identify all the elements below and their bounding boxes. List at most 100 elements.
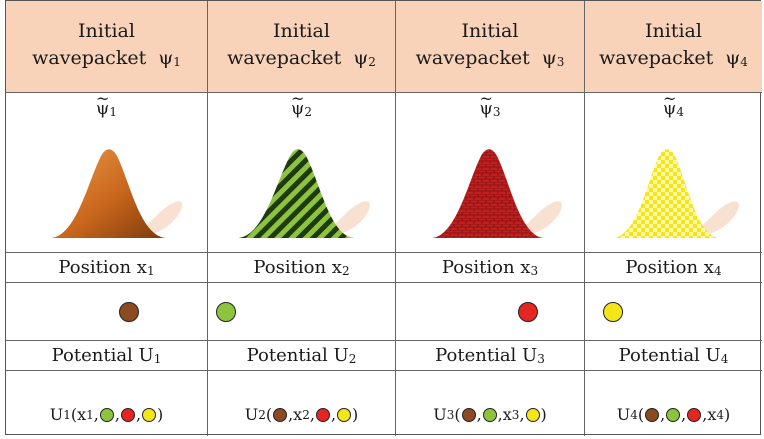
wavepacket-table: Initial wavepacket ψ1 Initial wavepacket… <box>5 0 762 436</box>
yellow-dot-icon <box>525 407 540 422</box>
formula-variable-subscript: 1 <box>86 407 94 422</box>
header-cell-3: Initial wavepacket ψ3 <box>396 1 585 93</box>
brown-dot-icon <box>273 407 288 422</box>
wavepacket-curve-2 <box>238 149 371 238</box>
formula-variable-subscript: 3 <box>511 407 520 422</box>
tilde-psi-symbol: ψ <box>480 89 494 119</box>
formula-prefix: U <box>616 405 631 424</box>
gaussian-shape <box>432 149 544 238</box>
formula-comma: , <box>114 405 120 424</box>
tilde-psi-subscript: 3 <box>492 105 501 119</box>
wavepacket-curve-3 <box>432 149 563 238</box>
yellow-dot-icon <box>142 407 157 422</box>
header-wavepacket-text: wavepacket <box>599 46 714 69</box>
psi-symbol: ψ <box>353 46 369 69</box>
header-wavepacket-text: wavepacket <box>415 46 530 69</box>
formula-prefix: U <box>433 405 447 424</box>
potential-formula-cell-1: U 1(x 1 , , ,) <box>6 371 208 436</box>
position-dot <box>518 302 538 322</box>
header-cell-4: Initial wavepacket ψ4 <box>585 1 762 93</box>
potential-label-cell-1: Potential U1 <box>6 341 208 371</box>
position-label: Position x1 <box>58 257 154 278</box>
potential-formula: U 4( , , , x 4) <box>617 383 731 424</box>
formula-comma: , <box>93 405 99 424</box>
formula-variable-subscript: 2 <box>302 407 310 422</box>
formula-comma: , <box>135 405 142 424</box>
wavepacket-curve-4 <box>613 149 740 238</box>
formula-comma: , <box>519 405 525 424</box>
formula-open-paren: ( <box>637 405 645 424</box>
formula-variable: x <box>293 405 303 424</box>
curve-cell-3: ψ3 <box>396 89 585 253</box>
position-label-cell-3: Position x3 <box>396 253 585 283</box>
potential-label-cell-4: Potential U4 <box>585 341 762 371</box>
potential-subscript: 3 <box>537 352 545 366</box>
formula-close-paren: ) <box>724 405 731 424</box>
position-label-text: Position x <box>253 257 342 278</box>
position-subscript: 3 <box>530 264 539 278</box>
position-subscript: 1 <box>146 264 155 278</box>
green-dot-icon <box>99 407 114 422</box>
position-subscript: 4 <box>713 264 722 278</box>
brown-dot-icon <box>461 407 476 422</box>
formula-comma: , <box>702 405 708 424</box>
curve-cell-2: ψ2 <box>208 89 396 253</box>
formula-open-paren: ( <box>265 405 273 424</box>
potential-formula: U 1(x 1 , , ,) <box>50 383 164 424</box>
formula-variable: x <box>77 405 87 424</box>
red-dot-icon <box>120 407 135 422</box>
header-line1: Initial <box>645 19 702 42</box>
gaussian-shape <box>613 149 719 238</box>
red-dot-icon <box>315 407 330 422</box>
formula-prefix-subscript: 2 <box>258 407 266 422</box>
brown-dot-icon <box>645 407 660 422</box>
tilde-psi-symbol: ψ <box>291 89 305 119</box>
potential-subscript: 1 <box>153 352 162 366</box>
formula-open-paren: ( <box>454 405 461 424</box>
formula-prefix-subscript: 4 <box>630 407 638 422</box>
position-label-text: Position x <box>441 257 531 278</box>
header-line2: wavepacket ψ1 <box>32 45 181 76</box>
tilde-psi-symbol: ψ <box>96 89 110 119</box>
tilde-psi-subscript: 4 <box>676 105 684 119</box>
potential-subscript: 4 <box>720 352 729 366</box>
potential-label-cell-3: Potential U3 <box>396 341 585 371</box>
header-line1: Initial <box>78 19 135 42</box>
position-label-cell-1: Position x1 <box>6 253 208 283</box>
position-dot-cell-2 <box>208 283 396 341</box>
position-label-cell-2: Position x2 <box>208 253 396 283</box>
tilde-psi-symbol: ψ <box>663 89 677 119</box>
formula-comma: , <box>681 405 687 424</box>
red-dot-icon <box>687 407 702 422</box>
psi-subscript: 4 <box>740 54 748 69</box>
position-label-text: Position x <box>625 257 714 278</box>
gaussian-shape <box>51 149 166 238</box>
shadow-curve <box>126 201 183 238</box>
header-cell-1: Initial wavepacket ψ1 <box>6 1 208 93</box>
header-line2: wavepacket ψ4 <box>599 45 748 76</box>
position-label: Position x4 <box>625 257 721 278</box>
gaussian-shape <box>238 149 354 238</box>
tilde-psi-subscript: 2 <box>304 105 312 119</box>
curve-cell-4: ψ4 <box>585 89 762 253</box>
tilde-psi-label: ψ4 <box>663 89 684 122</box>
green-dot-icon <box>482 407 497 422</box>
header-wavepacket-text: wavepacket <box>227 46 342 69</box>
formula-open-paren: ( <box>70 405 78 424</box>
psi-subscript: 3 <box>556 54 565 69</box>
formula-comma: , <box>330 405 337 424</box>
formula-comma: , <box>497 405 503 424</box>
psi-symbol: ψ <box>725 46 741 69</box>
tilde-psi-label: ψ1 <box>96 89 117 122</box>
psi-subscript: 1 <box>173 54 181 69</box>
potential-subscript: 2 <box>348 352 357 366</box>
potential-label: Potential U1 <box>52 345 162 366</box>
formula-prefix-subscript: 1 <box>63 407 71 422</box>
position-dot-cell-3 <box>396 283 585 341</box>
potential-label: Potential U4 <box>619 345 729 366</box>
formula-comma: , <box>309 405 315 424</box>
formula-comma: , <box>476 405 482 424</box>
header-wavepacket-text: wavepacket <box>32 46 147 69</box>
